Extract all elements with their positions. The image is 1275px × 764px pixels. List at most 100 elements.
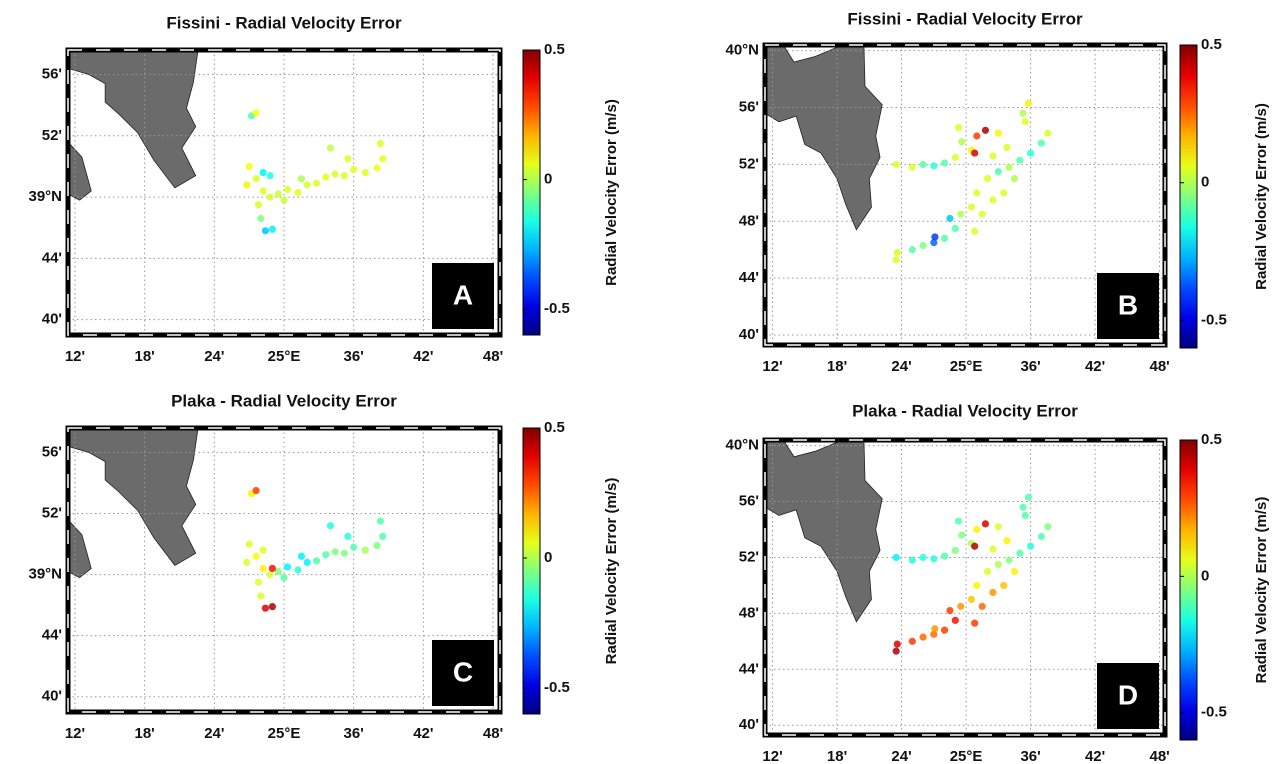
data-point: [1024, 99, 1033, 107]
data-point: [919, 633, 927, 641]
panel-label: A: [453, 279, 473, 310]
colorbar-tick-label: 0.5: [544, 419, 565, 436]
data-point: [1010, 567, 1019, 576]
y-tick-label: 40': [42, 688, 62, 705]
data-point: [973, 581, 981, 590]
colorbar-tick-label: -0.5: [1201, 704, 1227, 721]
data-point: [1026, 149, 1035, 157]
data-point: [981, 126, 990, 134]
points: [892, 493, 1052, 655]
data-point: [940, 626, 949, 634]
data-point: [958, 531, 966, 539]
data-point: [940, 159, 949, 167]
y-tick-label: 56': [739, 99, 759, 116]
data-point: [373, 541, 381, 550]
data-point: [361, 546, 369, 554]
data-point: [946, 214, 954, 223]
data-point: [892, 160, 900, 169]
data-point: [1005, 163, 1013, 171]
x-tick-label: 42': [413, 725, 433, 742]
data-point: [1024, 493, 1033, 501]
data-point: [978, 602, 986, 610]
data-point: [967, 595, 976, 603]
data-point: [266, 193, 274, 201]
data-point: [951, 616, 959, 624]
data-point: [951, 546, 959, 555]
data-point: [971, 149, 979, 157]
data-point: [1000, 581, 1008, 590]
data-point: [940, 552, 949, 560]
data-point: [957, 210, 965, 218]
x-tick-label: 36': [344, 348, 364, 365]
data-point: [983, 567, 992, 576]
y-tick-label: 52': [739, 155, 759, 172]
data-point: [958, 138, 966, 146]
data-point: [892, 647, 900, 655]
data-point: [908, 163, 916, 171]
data-point: [326, 522, 335, 530]
y-tick-label: 44': [42, 249, 62, 266]
x-tick-label: 12': [65, 725, 85, 742]
data-point: [1021, 118, 1029, 126]
data-point: [259, 168, 267, 177]
data-point: [973, 132, 981, 140]
data-point: [919, 553, 927, 562]
points: [243, 487, 387, 612]
data-point: [259, 564, 267, 573]
data-point: [946, 606, 954, 615]
coastline: [765, 45, 883, 231]
data-point: [957, 602, 965, 610]
data-point: [280, 574, 288, 582]
frame-dash: [764, 439, 1166, 736]
data-point: [973, 189, 981, 197]
data-point: [951, 224, 959, 233]
points: [892, 99, 1052, 264]
panel: Fissini - Radial Velocity Error 12' 18' 24'…: [28, 13, 619, 364]
data-point: [908, 556, 916, 564]
x-tick-label: 36': [1020, 358, 1040, 375]
data-point: [373, 164, 381, 172]
data-point: [1044, 523, 1052, 531]
data-point: [303, 558, 311, 566]
data-point: [376, 139, 384, 148]
y-tick-label: 44': [42, 627, 62, 644]
data-point: [994, 129, 1002, 137]
frame-dash: [67, 49, 501, 336]
colorbar: [1179, 439, 1198, 741]
data-point: [259, 546, 267, 554]
colorbar-tick-label: 0.5: [544, 41, 565, 58]
data-point: [243, 181, 251, 189]
data-point: [994, 523, 1002, 531]
panel-label: C: [453, 656, 473, 687]
label-box: [432, 263, 494, 329]
data-point: [331, 548, 339, 556]
x-tick-label: 12': [762, 748, 782, 764]
panel: Plaka - Radial Velocity Error 12' 18' 24' 25…: [725, 401, 1269, 764]
data-point: [261, 227, 270, 235]
coastline: [68, 428, 199, 566]
data-point: [297, 552, 306, 560]
data-point: [989, 588, 997, 596]
coastline: [765, 440, 883, 623]
land: [68, 428, 199, 579]
data-point: [893, 640, 901, 648]
panel-label: B: [1118, 289, 1138, 320]
data-point: [252, 552, 260, 560]
data-point: [294, 566, 302, 574]
x-tick-label: 18': [135, 348, 155, 365]
data-point: [1003, 537, 1011, 545]
land: [765, 45, 883, 231]
data-point: [322, 551, 330, 559]
panel-title: Fissini - Radial Velocity Error: [166, 13, 402, 32]
y-tick-label: 56': [42, 443, 62, 460]
data-point: [930, 162, 938, 170]
points: [243, 109, 387, 235]
data-point: [259, 187, 267, 195]
data-point: [1016, 549, 1024, 557]
data-point: [379, 155, 387, 163]
data-point: [1037, 139, 1045, 147]
x-tick-label: 48': [1149, 358, 1169, 375]
data-point: [261, 604, 270, 612]
data-point: [931, 233, 939, 241]
y-tick-label: 39°N: [28, 188, 62, 205]
